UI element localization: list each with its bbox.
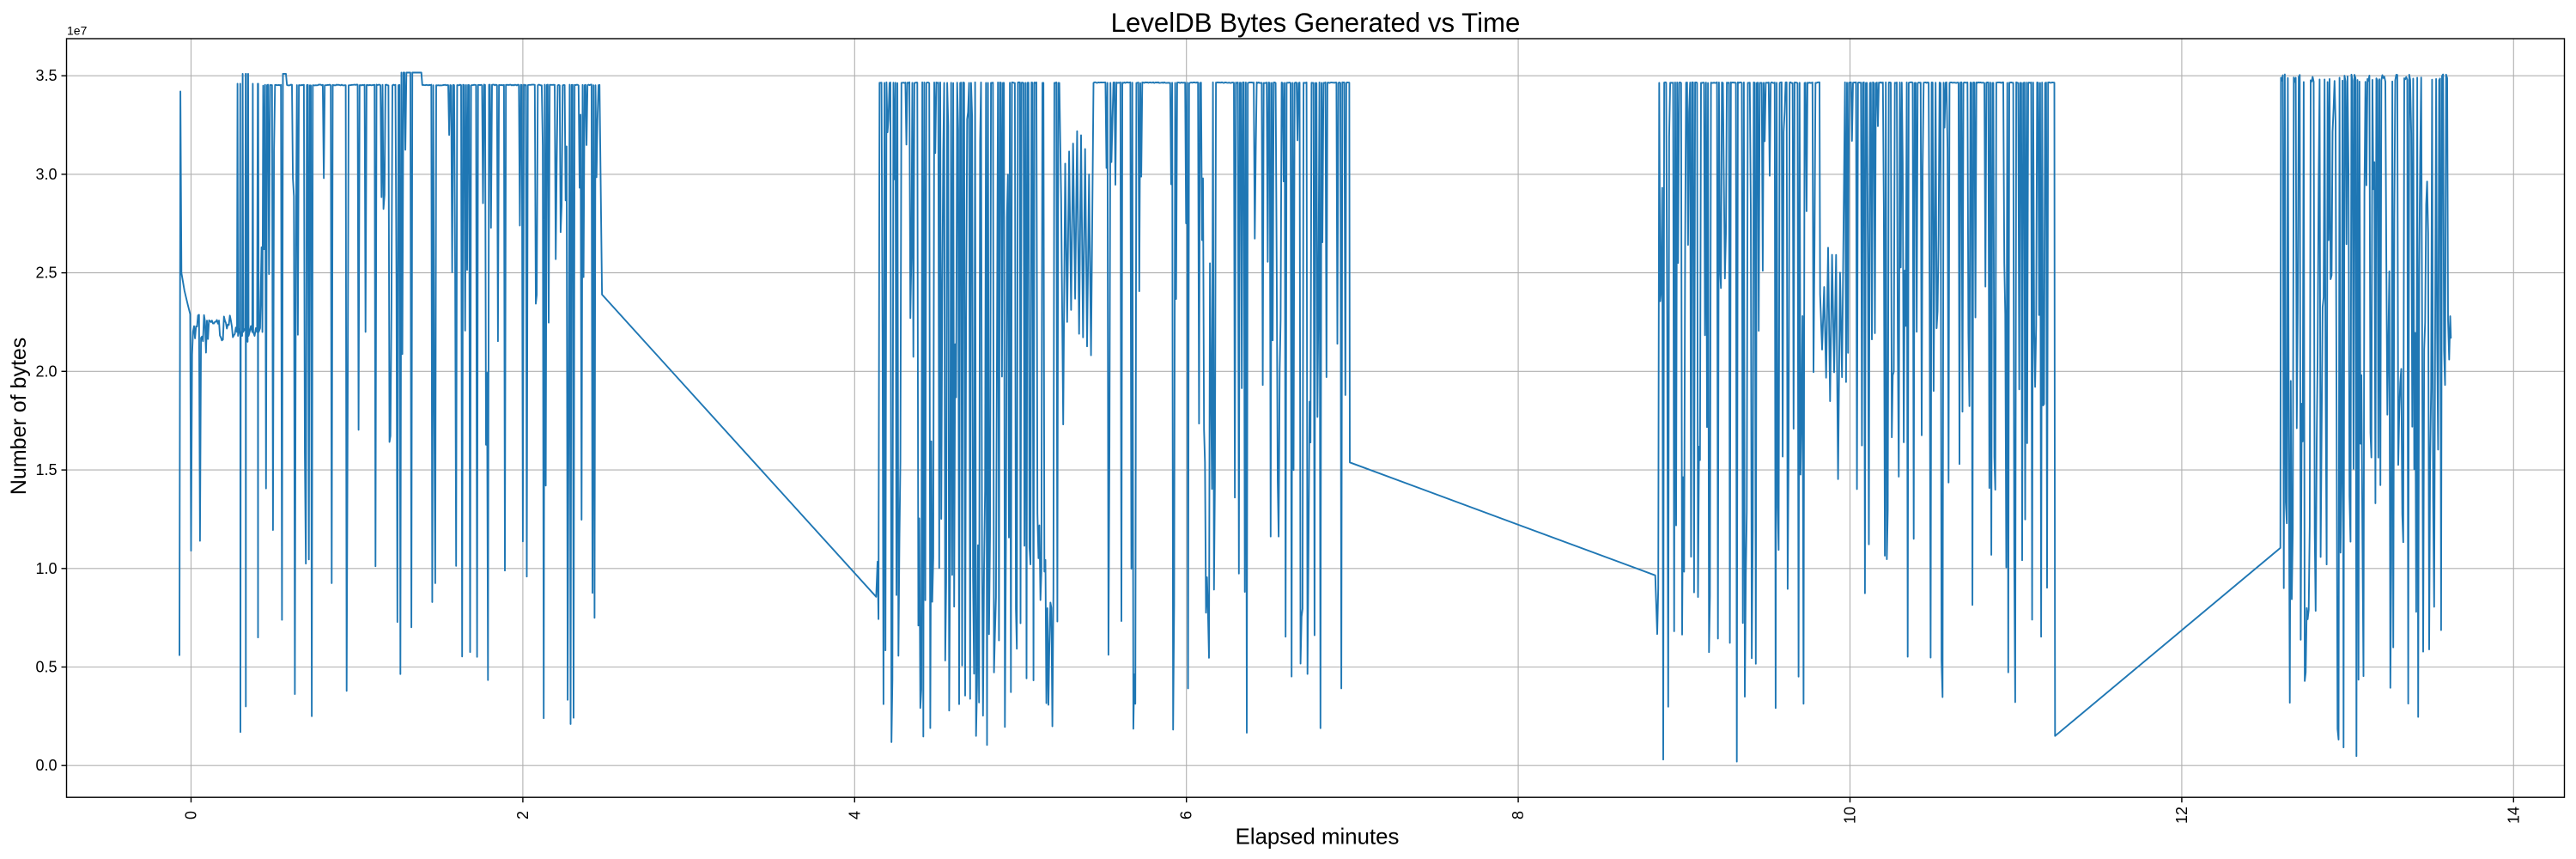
svg-text:Number of bytes: Number of bytes <box>7 338 31 495</box>
svg-text:1.5: 1.5 <box>35 461 57 478</box>
svg-text:1.0: 1.0 <box>35 560 57 577</box>
svg-text:LevelDB Bytes Generated vs Tim: LevelDB Bytes Generated vs Time <box>1111 8 1521 38</box>
svg-text:0.0: 0.0 <box>35 757 57 774</box>
svg-text:1e7: 1e7 <box>67 23 88 37</box>
svg-text:6: 6 <box>1178 811 1195 819</box>
svg-text:2: 2 <box>514 811 532 819</box>
svg-text:8: 8 <box>1510 811 1527 819</box>
svg-text:14: 14 <box>2505 807 2522 824</box>
svg-text:4: 4 <box>846 811 863 819</box>
svg-text:10: 10 <box>1842 807 1859 824</box>
svg-text:12: 12 <box>2173 807 2190 824</box>
svg-text:2.5: 2.5 <box>35 265 57 282</box>
svg-text:0.5: 0.5 <box>35 659 57 676</box>
svg-text:0: 0 <box>183 811 200 819</box>
svg-text:3.0: 3.0 <box>35 166 57 183</box>
svg-text:2.0: 2.0 <box>35 362 57 380</box>
svg-text:Elapsed minutes: Elapsed minutes <box>1236 825 1400 850</box>
svg-text:3.5: 3.5 <box>35 67 57 84</box>
